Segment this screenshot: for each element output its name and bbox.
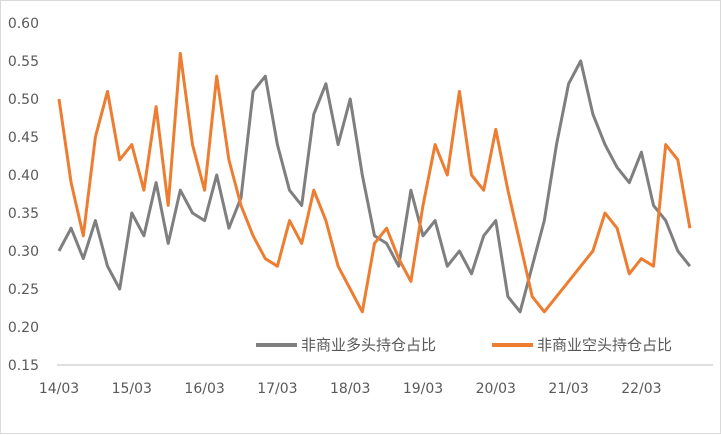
y-axis-ticks: 0.15 0.20 0.25 0.30 0.35 0.40 0.45 0.50 0.55 0.60 (8, 16, 39, 374)
y-tick-label: 0.55 (8, 54, 39, 70)
x-tick-label: 22/03 (621, 381, 661, 397)
series-line-short (57, 51, 692, 314)
y-tick-label: 0.50 (8, 92, 39, 108)
y-tick-label: 0.25 (8, 282, 39, 298)
y-tick-label: 0.40 (8, 168, 39, 184)
legend-label-short: 非商业空头持仓占比 (537, 336, 672, 354)
y-tick-label: 0.30 (8, 244, 39, 260)
series-line-long (57, 59, 692, 314)
legend: 非商业多头持仓占比 非商业空头持仓占比 (256, 336, 672, 354)
x-tick-label: 18/03 (330, 381, 370, 397)
y-tick-label: 0.15 (8, 358, 39, 374)
x-tick-label: 16/03 (184, 381, 224, 397)
x-tick-label: 19/03 (403, 381, 443, 397)
series-layer (57, 51, 692, 314)
x-tick-label: 17/03 (257, 381, 297, 397)
x-axis-ticks: 14/03 15/03 16/03 17/03 18/03 19/03 20/03 21/03… (39, 381, 662, 397)
x-tick-label: 14/03 (39, 381, 79, 397)
x-tick-label: 21/03 (548, 381, 588, 397)
x-tick-label: 20/03 (476, 381, 516, 397)
y-tick-label: 0.35 (8, 206, 39, 222)
y-tick-label: 0.60 (8, 16, 39, 32)
y-tick-label: 0.20 (8, 320, 39, 336)
x-tick-label: 15/03 (112, 381, 152, 397)
legend-label-long: 非商业多头持仓占比 (301, 336, 436, 354)
y-tick-label: 0.45 (8, 130, 39, 146)
